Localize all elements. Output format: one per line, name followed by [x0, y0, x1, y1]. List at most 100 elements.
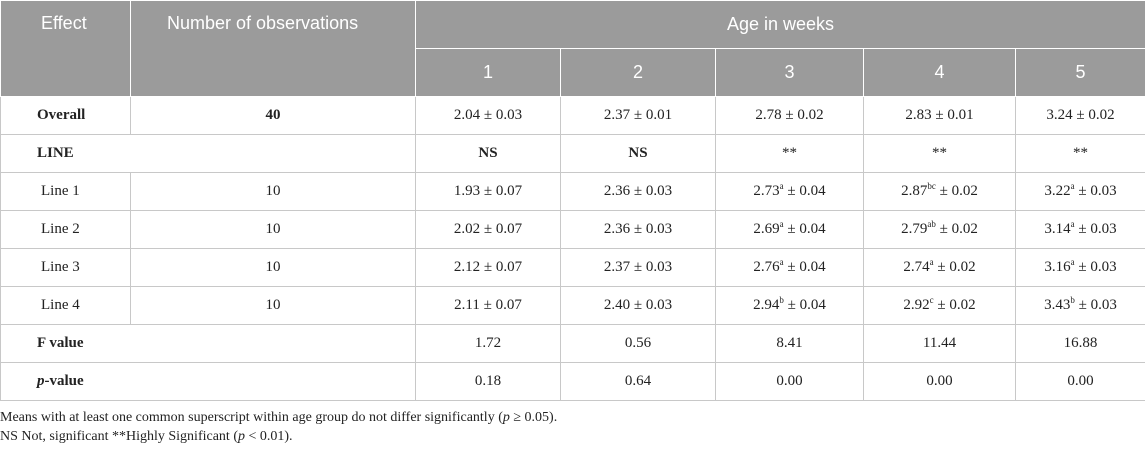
table-row-line-3: Line 3 10 2.12 ± 0.07 2.37 ± 0.03 2.76a … [0, 248, 1145, 287]
cell-week-2: 2.37 ± 0.01 [560, 96, 716, 135]
cell-week-3: 0.00 [715, 362, 864, 401]
cell-week-4: 2.92c ± 0.02 [863, 286, 1016, 325]
cell-week-1: 0.18 [415, 362, 561, 401]
cell-week-3: ** [715, 134, 864, 173]
row-label: Overall [0, 96, 131, 135]
header-week-4: 4 [863, 48, 1016, 97]
cell-week-3: 2.76a ± 0.04 [715, 248, 864, 287]
footnote-text: Means with at least one common superscri… [0, 410, 503, 425]
cell-week-5: 3.43b ± 0.03 [1014, 286, 1145, 325]
mean-value: 2.76 [753, 259, 780, 276]
cell-week-1: NS [415, 134, 561, 173]
superscript: a [1070, 257, 1075, 268]
row-n: 10 [130, 248, 416, 287]
row-label: LINE [0, 134, 416, 173]
footnote-text-end: ≥ 0.05). [509, 410, 558, 425]
mean-value: 2.94 [753, 297, 780, 314]
footnote-text: NS Not, significant **Highly Significant… [0, 429, 238, 444]
table-row-line: LINE NS NS ** ** ** [0, 134, 1145, 173]
footnote-p: p [502, 410, 510, 425]
cell-week-1: 2.11 ± 0.07 [415, 286, 561, 325]
header-effect: Effect [0, 0, 131, 97]
standard-error: ± 0.03 [1074, 259, 1117, 276]
cell-week-1: 2.04 ± 0.03 [415, 96, 561, 135]
row-label: p-value [0, 362, 416, 401]
standard-error: ± 0.02 [935, 183, 978, 200]
footnote-superscript: Means with at least one common superscri… [0, 408, 557, 427]
cell-week-2: 0.56 [560, 324, 716, 363]
cell-week-1: 2.12 ± 0.07 [415, 248, 561, 287]
cell-week-3: 2.94b ± 0.04 [715, 286, 864, 325]
mean-value: 3.22 [1044, 183, 1071, 200]
cell-week-2: 0.64 [560, 362, 716, 401]
footnote-text-end: < 0.01). [244, 429, 293, 444]
table-footnotes: Means with at least one common superscri… [0, 408, 557, 446]
mean-value: 2.74 [903, 259, 930, 276]
cell-week-4: 2.83 ± 0.01 [863, 96, 1016, 135]
mean-value: 2.79 [901, 221, 928, 238]
row-label: Line 4 [0, 286, 131, 325]
table-row-f-value: F value 1.72 0.56 8.41 11.44 16.88 [0, 324, 1145, 363]
standard-error: ± 0.04 [783, 259, 826, 276]
superscript: c [929, 295, 934, 306]
standard-error: ± 0.03 [1074, 183, 1117, 200]
mean-value: 3.43 [1044, 297, 1071, 314]
cell-week-4: 0.00 [863, 362, 1016, 401]
cell-week-4: 2.87bc ± 0.02 [863, 172, 1016, 211]
table-row-line-4: Line 4 10 2.11 ± 0.07 2.40 ± 0.03 2.94b … [0, 286, 1145, 325]
standard-error: ± 0.02 [933, 297, 976, 314]
cell-week-5: ** [1014, 134, 1145, 173]
row-n: 10 [130, 172, 416, 211]
footnote-p: p [237, 429, 245, 444]
p-italic: p [37, 373, 45, 390]
table-row-p-value: p-value 0.18 0.64 0.00 0.00 0.00 [0, 362, 1145, 401]
results-table: Effect Number of observations Age in wee… [0, 0, 1145, 401]
header-number-of-observations: Number of observations [130, 0, 416, 97]
cell-week-3: 8.41 [715, 324, 864, 363]
row-n: 40 [130, 96, 416, 135]
table-row-line-2: Line 2 10 2.02 ± 0.07 2.36 ± 0.03 2.69a … [0, 210, 1145, 249]
cell-week-5: 0.00 [1014, 362, 1145, 401]
cell-week-2: 2.37 ± 0.03 [560, 248, 716, 287]
standard-error: ± 0.03 [1074, 221, 1117, 238]
footnote-significance: NS Not, significant **Highly Significant… [0, 427, 557, 446]
cell-week-3: 2.78 ± 0.02 [715, 96, 864, 135]
table-row-line-1: Line 1 10 1.93 ± 0.07 2.36 ± 0.03 2.73a … [0, 172, 1145, 211]
standard-error: ± 0.03 [1074, 297, 1117, 314]
header-week-1: 1 [415, 48, 561, 97]
cell-week-5: 3.14a ± 0.03 [1014, 210, 1145, 249]
superscript: b [779, 295, 784, 306]
cell-week-2: NS [560, 134, 716, 173]
row-n: 10 [130, 286, 416, 325]
standard-error: ± 0.04 [783, 221, 826, 238]
cell-week-4: 11.44 [863, 324, 1016, 363]
row-label: Line 3 [0, 248, 131, 287]
mean-value: 2.73 [753, 183, 780, 200]
cell-week-3: 2.73a ± 0.04 [715, 172, 864, 211]
row-n: 10 [130, 210, 416, 249]
cell-week-2: 2.36 ± 0.03 [560, 210, 716, 249]
superscript: a [1070, 219, 1075, 230]
cell-week-4: ** [863, 134, 1016, 173]
row-label: Line 2 [0, 210, 131, 249]
cell-week-1: 1.72 [415, 324, 561, 363]
mean-value: 2.92 [903, 297, 930, 314]
superscript: a [779, 257, 784, 268]
superscript: a [929, 257, 934, 268]
superscript: bc [927, 181, 936, 192]
superscript: ab [927, 219, 936, 230]
mean-value: 3.14 [1044, 221, 1071, 238]
header-week-5: 5 [1014, 48, 1145, 97]
header-week-3: 3 [715, 48, 864, 97]
cell-week-2: 2.40 ± 0.03 [560, 286, 716, 325]
superscript: a [779, 219, 784, 230]
cell-week-5: 3.16a ± 0.03 [1014, 248, 1145, 287]
cell-week-5: 3.24 ± 0.02 [1014, 96, 1145, 135]
cell-week-5: 3.22a ± 0.03 [1014, 172, 1145, 211]
row-label: F value [0, 324, 416, 363]
cell-week-1: 1.93 ± 0.07 [415, 172, 561, 211]
cell-week-1: 2.02 ± 0.07 [415, 210, 561, 249]
standard-error: ± 0.02 [935, 221, 978, 238]
header-week-2: 2 [560, 48, 716, 97]
cell-week-4: 2.74a ± 0.02 [863, 248, 1016, 287]
